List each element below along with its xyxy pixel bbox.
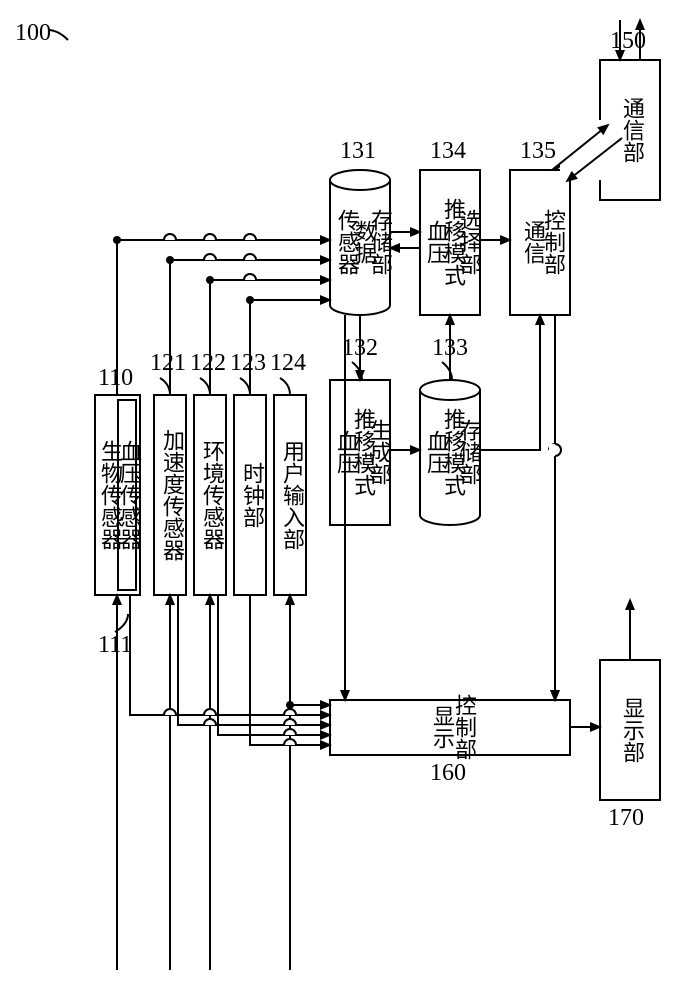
ref-160: 160 (430, 760, 466, 786)
block-134-l3: 选择部 (457, 209, 482, 275)
block-150-label: 通信部 (620, 97, 645, 163)
block-124-label: 用户输入部 (280, 440, 305, 550)
block-133-l3: 存储部 (457, 419, 482, 485)
ref-121: 121 (150, 350, 186, 376)
block-132-l3: 生成部 (367, 419, 392, 485)
diagram-ref: 100 (15, 20, 51, 46)
ref-135: 135 (520, 138, 556, 164)
block-135-l2: 控制部 (541, 209, 566, 275)
block-111-label: 血压传感器 (117, 440, 142, 550)
ref-111: 111 (98, 632, 132, 658)
ref-110: 110 (98, 365, 133, 391)
ref-134: 134 (430, 138, 466, 164)
block-170-label: 显示部 (620, 697, 645, 763)
block-123-label: 时钟部 (240, 462, 265, 528)
ref-124: 124 (270, 350, 306, 376)
block-122-label: 环境传感器 (200, 440, 225, 550)
ref-170: 170 (608, 805, 644, 831)
block-131-l3: 存储部 (368, 209, 393, 275)
ref-123: 123 (230, 350, 266, 376)
block-131: 传感器 数据 存储部 (330, 170, 393, 315)
block-121-label: 加速度传感器 (160, 429, 185, 561)
block-133: 血压 推移模式 存储部 (420, 380, 482, 525)
ref-131: 131 (340, 138, 376, 164)
block-160-lb: 控制部 (452, 694, 477, 760)
block-110: 生物传感器 血压传感器 (95, 395, 142, 595)
ref-122: 122 (190, 350, 226, 376)
